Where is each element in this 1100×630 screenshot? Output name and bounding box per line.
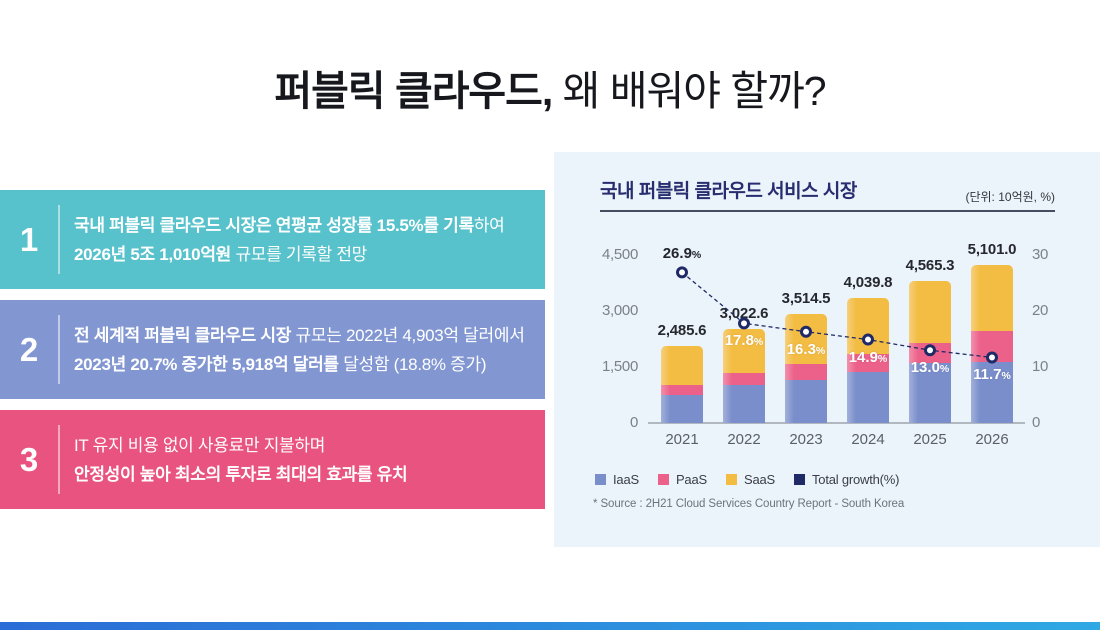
bar-segment-iaas [847,372,889,423]
total-value-label: 4,039.8 [843,273,893,291]
point-number-2: 2 [19,330,39,368]
point-divider-2 [58,315,60,384]
y-axis-right-tick: 20 [1032,302,1049,319]
bar-group-2021 [661,345,703,423]
page-title-emphasis: 퍼블릭 클라우드, [274,68,553,114]
growth-percent-label: 13.0% [910,359,950,377]
bar-segment-saas [661,345,703,385]
total-value-label: 5,101.0 [967,240,1017,258]
x-axis-label: 2024 [851,431,885,448]
legend-item-paas: PaaS [657,472,707,487]
legend-label-iaas: IaaS [613,472,639,487]
bar-group-2023 [785,314,827,423]
saas-swatch-icon [725,474,737,485]
point-2-line-1: 전 세계적 퍼블릭 클라우드 시장 규모는 2022년 4,903억 달러에서 [74,325,525,345]
bar-segment-paas [723,373,765,385]
growth-percent-label: 14.9% [848,348,888,366]
iaas-swatch-icon [595,474,606,485]
y-axis-right-tick: 10 [1032,358,1049,375]
y-axis-left-tick: 4,500 [601,246,638,263]
point-text-3: IT 유지 비용 없이 사용료만 지불하며 안정성이 높아 최소의 투자로 최대… [74,431,535,489]
y-axis-left-tick: 0 [629,414,638,431]
bar-segment-iaas [971,361,1013,423]
bar-segment-saas [909,281,951,343]
x-axis-label: 2023 [789,431,823,448]
source-note: * Source : 2H21 Cloud Services Country R… [593,498,905,510]
bar-segment-paas [785,364,827,381]
growth-percent-label: 17.8% [724,332,764,350]
plot-area: 4,500 3,000 1,500 0 30 20 10 0 2,485.6 2021 3,022.… [554,152,1100,547]
y-axis-left-tick: 3,000 [601,302,638,319]
bar-segment-iaas [723,384,765,423]
chart-legend: IaaS PaaS SaaS Total growth(%) [595,472,899,487]
y-axis-left-tick: 1,500 [601,358,638,375]
bar-group-2025 [909,281,951,423]
point-text-1: 국내 퍼블릭 클라우드 시장은 연평균 성장률 15.5%를 기록하여 2026… [74,211,535,269]
bar-segment-iaas [785,380,827,423]
point-3-line-1: IT 유지 비용 없이 사용료만 지불하며 [74,435,326,455]
point-number-1: 1 [19,220,39,258]
total-growth-swatch-icon [793,474,805,485]
x-axis-baseline [648,422,1025,424]
chart-title-underline [600,210,1055,212]
point-3-line-2: 안정성이 높아 최소의 투자로 최대의 효과를 유치 [74,464,408,484]
x-axis-label: 2022 [727,431,761,448]
page-title-rest: 왜 배워야 할까? [552,68,827,114]
x-axis-label: 2021 [665,431,699,448]
y-axis-right-tick: 30 [1032,246,1049,263]
growth-percent-label: 11.7% [973,366,1011,384]
legend-item-total-growth: Total growth(%) [793,472,900,487]
bar-group-2026 [971,264,1013,423]
bottom-accent-bar [0,622,1100,630]
legend-label-paas: PaaS [675,472,707,487]
point-1-line-1: 국내 퍼블릭 클라우드 시장은 연평균 성장률 15.5%를 기록하여 [74,215,505,235]
x-axis-label: 2026 [975,431,1009,448]
x-axis-label: 2025 [913,431,947,448]
bar-segment-iaas [661,395,703,423]
point-2-line-2: 2023년 20.7% 증가한 5,918억 달러를 달성함 (18.8% 증가… [74,354,487,374]
point-box-1: 1 국내 퍼블릭 클라우드 시장은 연평균 성장률 15.5%를 기록하여 20… [0,190,545,289]
growth-percent-label: 16.3% [786,340,826,358]
growth-percent-label: 26.9% [662,245,702,263]
bar-segment-paas [661,384,703,396]
point-text-2: 전 세계적 퍼블릭 클라우드 시장 규모는 2022년 4,903억 달러에서 … [74,321,535,379]
page-title: 퍼블릭 클라우드, 왜 배워야 할까? [0,68,1100,115]
bar-segment-saas [847,297,889,355]
point-box-2: 2 전 세계적 퍼블릭 클라우드 시장 규모는 2022년 4,903억 달러에… [0,300,545,399]
point-divider-1 [58,205,60,274]
chart-title: 국내 퍼블릭 클라우드 서비스 시장 [600,181,857,202]
total-value-label: 4,565.3 [905,257,955,275]
point-number-3: 3 [19,440,39,478]
y-axis-right-tick: 0 [1032,414,1041,431]
legend-label-total-growth: Total growth(%) [811,472,900,487]
point-box-3: 3 IT 유지 비용 없이 사용료만 지불하며 안정성이 높아 최소의 투자로 … [0,410,545,509]
legend-label-saas: SaaS [743,472,775,487]
chart-unit-label: (단위: 10억원, %) [965,190,1055,204]
bar-segment-saas [971,264,1013,331]
point-divider-3 [58,425,60,494]
bar-segment-paas [971,330,1013,362]
bar-segment-iaas [909,363,951,423]
point-1-line-2: 2026년 5조 1,010억원 규모를 기록할 전망 [74,244,368,264]
growth-point-marker [676,266,688,279]
legend-item-saas: SaaS [725,472,775,487]
paas-swatch-icon [657,474,669,485]
total-value-label: 3,022.6 [719,305,769,323]
bar-segment-paas [847,354,889,373]
chart-panel: 국내 퍼블릭 클라우드 서비스 시장 (단위: 10억원, %) 4,500 3,… [554,152,1100,547]
legend-item-iaas: IaaS [595,472,639,487]
total-value-label: 3,514.5 [781,290,831,308]
